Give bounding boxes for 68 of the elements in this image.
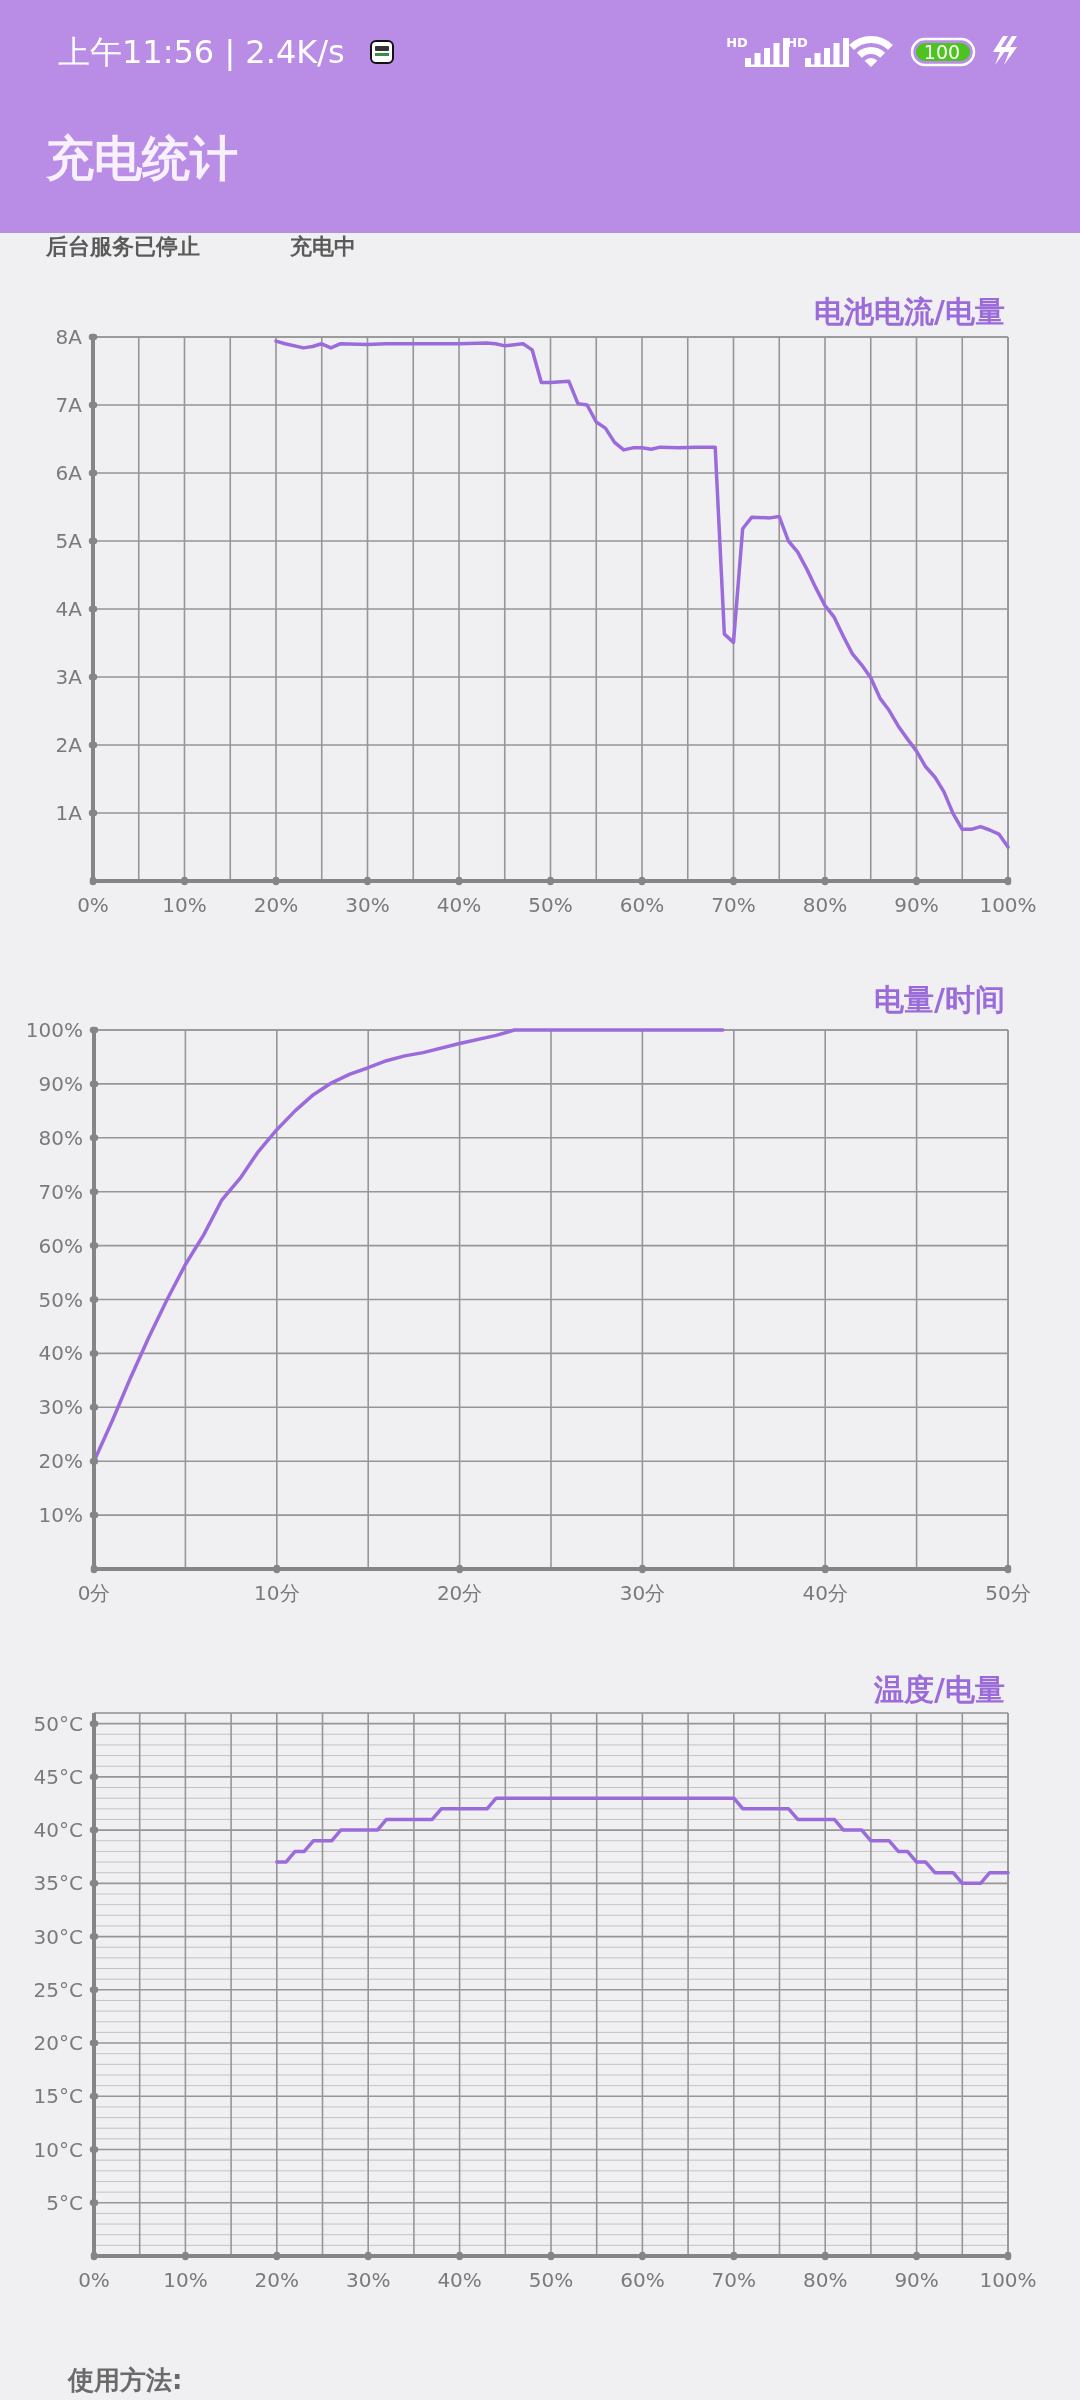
y-tick-label: 30°C: [33, 1924, 83, 1949]
y-tick-label: 50%: [38, 1287, 83, 1312]
x-tick-label: 60%: [620, 2268, 665, 2292]
x-tick-label: 10分: [254, 1581, 300, 1605]
y-tick-label: 5A: [55, 529, 83, 553]
x-tick-label: 50%: [528, 893, 573, 917]
x-tick-label: 10%: [162, 893, 207, 917]
y-tick-label: 40°C: [33, 1818, 83, 1843]
chart-title: 电池电流/电量: [814, 293, 1005, 329]
y-tick-label: 8A: [55, 325, 83, 349]
y-tick-label: 45°C: [33, 1764, 83, 1789]
x-tick-label: 100%: [979, 893, 1037, 917]
text: 上午11:56 | 2.4K/s: [58, 33, 345, 71]
y-tick-label: 10°C: [33, 2137, 83, 2162]
x-tick-label: 0%: [77, 893, 109, 917]
chart-title: 温度/电量: [873, 1671, 1005, 1707]
y-tick-label: 1A: [55, 801, 83, 825]
y-tick-label: 5°C: [46, 2190, 83, 2215]
text: HD: [726, 34, 749, 50]
line-series: [275, 1796, 1010, 1886]
x-tick-label: 0%: [78, 2268, 110, 2292]
y-tick-label: 7A: [55, 393, 83, 417]
y-tick-label: 6A: [55, 461, 83, 485]
x-tick-label: 80%: [802, 893, 848, 917]
y-tick-label: 20°C: [33, 2031, 83, 2056]
x-tick-label: 80%: [802, 2268, 848, 2292]
y-tick-label: 80%: [38, 1125, 83, 1150]
x-tick-label: 60%: [619, 893, 665, 917]
x-tick-label: 50%: [528, 2268, 574, 2292]
y-tick-label: 2A: [55, 733, 83, 757]
x-tick-label: 40%: [436, 893, 482, 917]
x-tick-label: 100%: [979, 2268, 1037, 2292]
chart-title: 电量/时间: [874, 981, 1005, 1017]
x-tick-label: 20%: [254, 2268, 300, 2292]
x-tick-label: 30%: [345, 2268, 391, 2292]
x-tick-label: 20%: [253, 893, 299, 917]
y-tick-label: 4A: [55, 597, 83, 621]
y-tick-label: 25°C: [33, 1977, 83, 2002]
x-tick-label: 30分: [619, 1581, 666, 1605]
y-tick-label: 30%: [38, 1395, 83, 1420]
text: 后台服务已停止: [45, 233, 200, 259]
y-tick-label: 100%: [25, 1018, 83, 1042]
x-tick-label: 0分: [77, 1581, 111, 1605]
line-series: [274, 339, 1010, 849]
y-tick-label: 10%: [38, 1503, 83, 1528]
text: 100: [923, 41, 961, 63]
y-tick-label: 70%: [38, 1179, 83, 1204]
y-tick-label: 20%: [38, 1449, 83, 1474]
x-tick-label: 10%: [163, 2268, 208, 2292]
y-tick-label: 50°C: [33, 1711, 83, 1736]
x-tick-label: 70%: [711, 893, 756, 917]
x-tick-label: 50分: [985, 1581, 1031, 1605]
y-tick-label: 3A: [55, 665, 83, 689]
y-tick-label: 60%: [38, 1233, 83, 1258]
x-tick-label: 90%: [894, 2268, 939, 2292]
x-tick-label: 70%: [711, 2268, 757, 2292]
x-tick-label: 40%: [437, 2268, 482, 2292]
x-tick-label: 30%: [345, 893, 390, 917]
y-tick-label: 40%: [38, 1341, 83, 1366]
x-tick-label: 90%: [894, 893, 939, 917]
x-tick-label: 40分: [802, 1581, 848, 1605]
y-tick-label: 90%: [38, 1071, 83, 1096]
y-tick-label: 35°C: [33, 1871, 83, 1896]
y-tick-label: 15°C: [33, 2084, 83, 2109]
text: 充电统计: [45, 130, 238, 186]
text: 充电中: [289, 233, 356, 259]
text: 使用方法:: [67, 2365, 183, 2395]
x-tick-label: 20分: [436, 1581, 483, 1605]
